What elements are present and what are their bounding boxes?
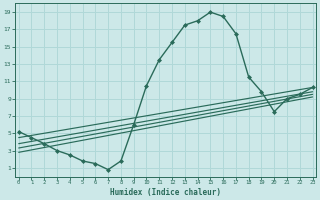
X-axis label: Humidex (Indice chaleur): Humidex (Indice chaleur) xyxy=(110,188,221,197)
